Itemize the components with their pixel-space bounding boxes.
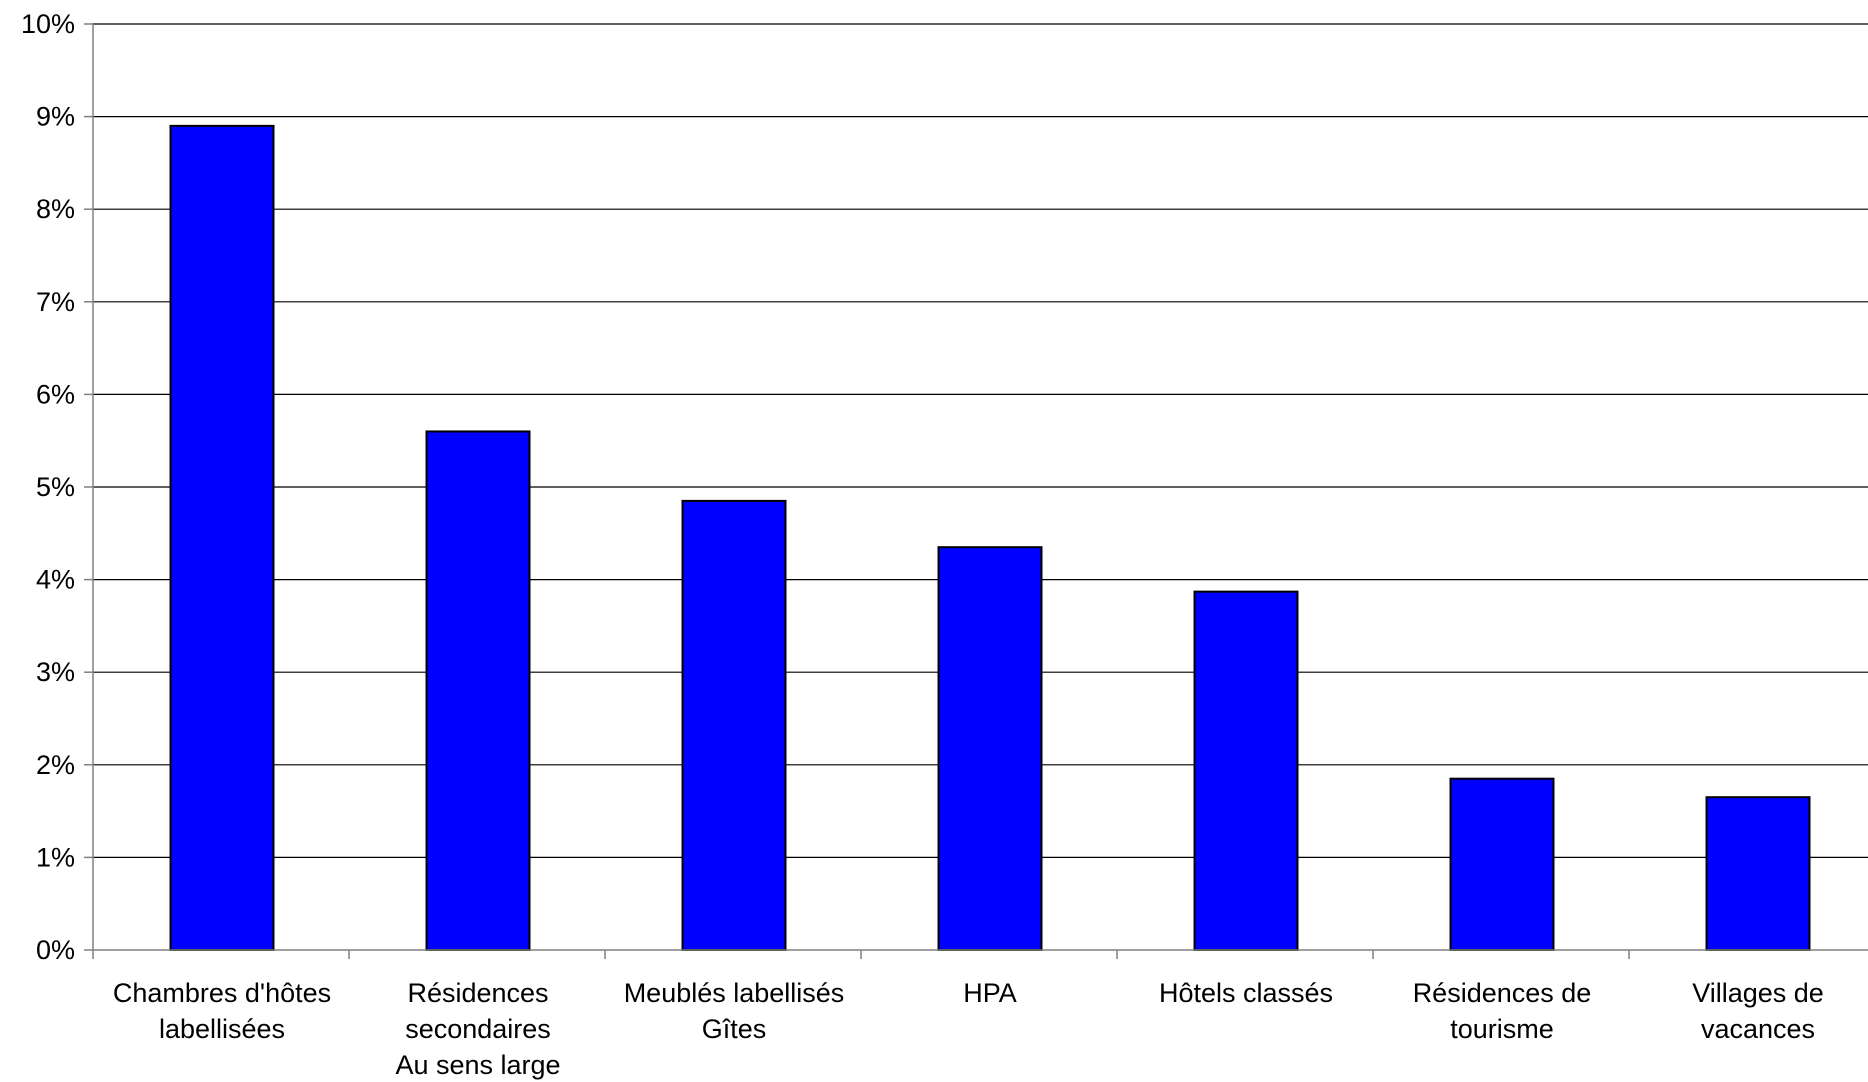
x-category-label: Meublés labellisés Gîtes: [624, 978, 845, 1044]
x-category-label-line: Meublés labellisés: [624, 978, 845, 1008]
bar: [937, 546, 1043, 951]
x-category-label-line: Villages de: [1692, 978, 1824, 1008]
x-category-label-line: secondaires: [405, 1014, 551, 1044]
x-category-label: Hôtels classés: [1159, 978, 1333, 1008]
y-tick-label: 0%: [36, 935, 75, 965]
x-category-label-line: HPA: [963, 978, 1017, 1008]
y-tick-label: 5%: [36, 472, 75, 502]
x-category-label-line: labellisées: [159, 1014, 285, 1044]
x-category-label-line: vacances: [1701, 1014, 1815, 1044]
bar: [1193, 590, 1299, 951]
x-category-label: Villages de vacances: [1692, 978, 1824, 1044]
y-tick-label: 3%: [36, 657, 75, 687]
y-tick-label: 7%: [36, 287, 75, 317]
x-category-label-line: Résidences: [407, 978, 548, 1008]
x-category-label-line: tourisme: [1450, 1014, 1554, 1044]
x-category-label: HPA: [963, 978, 1017, 1008]
gridlines: [93, 23, 1868, 859]
y-tick-label: 4%: [36, 565, 75, 595]
y-tick-label: 10%: [21, 9, 75, 39]
bar: [1449, 777, 1555, 951]
y-tick-label: 1%: [36, 842, 75, 872]
y-tick-label: 6%: [36, 379, 75, 409]
bars: [169, 124, 1811, 952]
y-tick-labels: 0% 1% 2% 3% 4% 5% 6% 7% 8% 9% 10%: [21, 9, 75, 965]
x-category-label: Résidences de tourisme: [1413, 978, 1592, 1044]
y-tick-label: 2%: [36, 750, 75, 780]
x-category-label-line: Au sens large: [395, 1050, 560, 1080]
x-category-label: Chambres d'hôtes labellisées: [113, 978, 331, 1044]
x-category-label: Résidences secondaires Au sens large: [395, 978, 560, 1080]
y-tick-label: 9%: [36, 102, 75, 132]
bar: [169, 124, 275, 952]
y-tick-label: 8%: [36, 194, 75, 224]
x-category-label-line: Chambres d'hôtes: [113, 978, 331, 1008]
axes: [84, 23, 1868, 959]
x-category-label-line: Gîtes: [702, 1014, 767, 1044]
bar: [425, 430, 531, 951]
bar: [1705, 796, 1811, 952]
x-category-label-line: Hôtels classés: [1159, 978, 1333, 1008]
x-category-label-line: Résidences de: [1413, 978, 1592, 1008]
bar: [681, 499, 787, 951]
x-category-labels: Chambres d'hôtes labellisées Résidences sec…: [113, 978, 1824, 1080]
